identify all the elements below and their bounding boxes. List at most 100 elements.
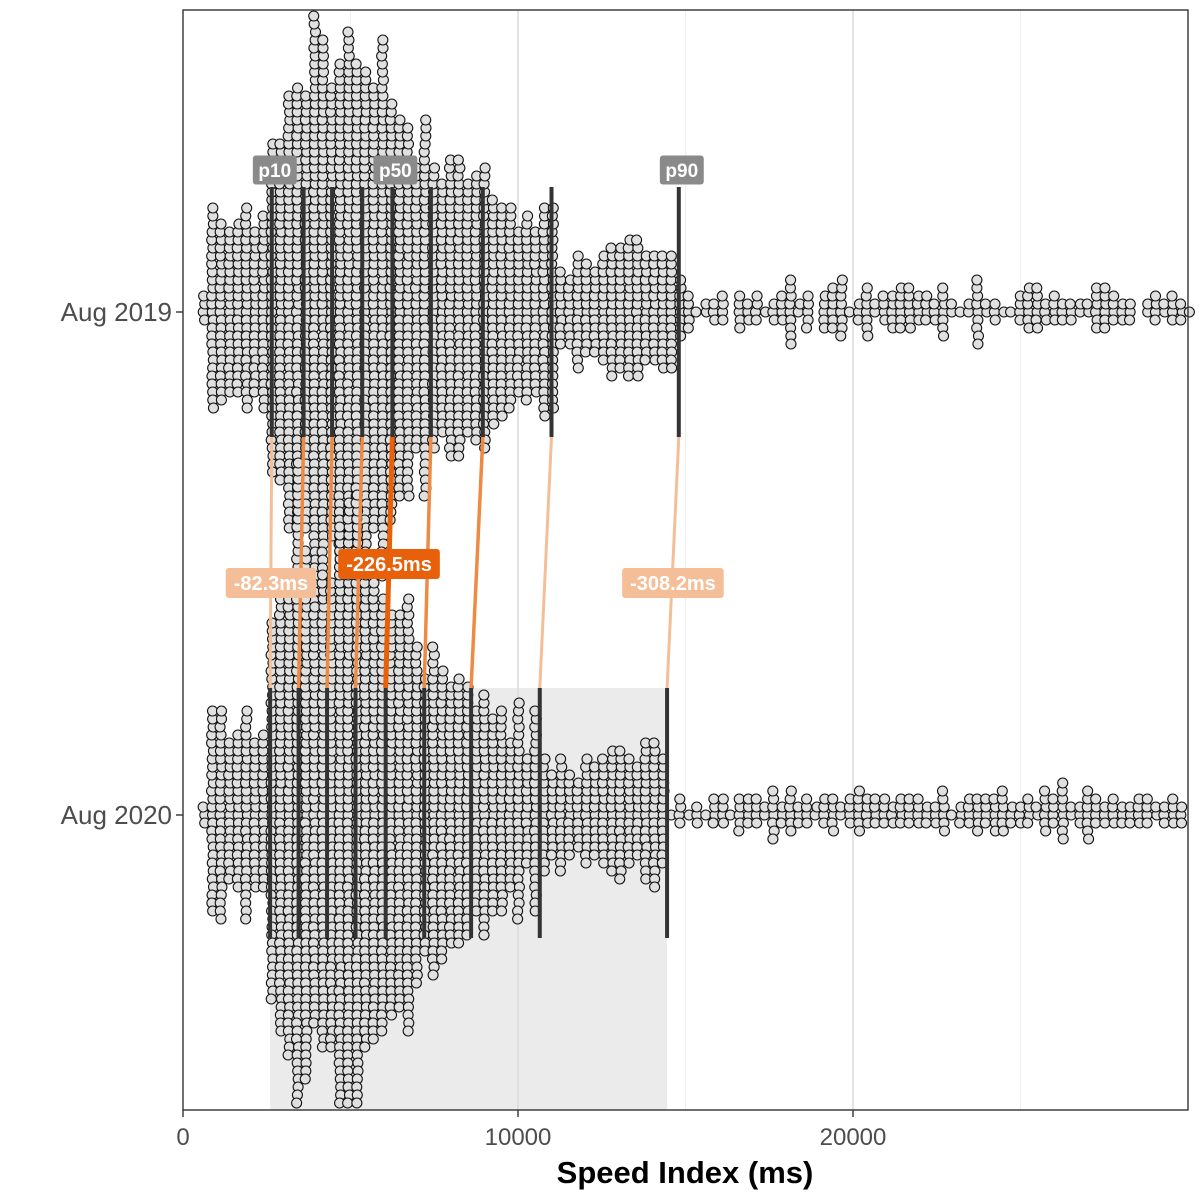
swarm-point — [359, 1041, 371, 1053]
decile-connector-p20 — [296, 436, 306, 689]
swarm-point — [827, 825, 840, 837]
swarm-point — [989, 314, 1001, 326]
swarm-point — [342, 1097, 354, 1109]
swarm-point — [920, 314, 932, 326]
swarm-point — [733, 793, 745, 805]
swarm-point — [1158, 298, 1170, 310]
swarm-point — [1065, 314, 1077, 326]
swarm-point — [495, 905, 508, 917]
beeswarm-points — [197, 10, 1195, 1109]
swarm-point — [411, 641, 423, 653]
swarm-point — [904, 322, 916, 334]
swarm-point — [631, 234, 643, 246]
swarm-point — [708, 298, 720, 310]
swarm-point — [827, 793, 839, 805]
swarm-point — [597, 753, 609, 765]
swarm-point — [215, 394, 227, 406]
swarm-point — [420, 114, 432, 126]
swarm-point — [546, 849, 558, 861]
swarm-point — [563, 769, 576, 781]
swarm-aug-2020 — [197, 457, 1188, 1109]
swarm-point — [1141, 793, 1153, 805]
swarm-point — [1005, 306, 1017, 318]
swarm-point — [334, 58, 346, 70]
swarm-point — [1048, 290, 1060, 302]
swarm-point — [385, 1009, 398, 1021]
swarm-point — [751, 290, 763, 302]
swarm-point — [410, 977, 422, 989]
swarm-point — [504, 881, 516, 893]
swarm-point — [843, 306, 855, 318]
swarm-point — [554, 865, 566, 877]
decile-label-p10-text: p10 — [258, 161, 291, 182]
swarm-point — [623, 857, 635, 869]
swarm-point — [265, 993, 277, 1005]
decile-connector-p10 — [268, 436, 274, 689]
difference-label: -226.5ms — [338, 549, 440, 579]
swarm-point — [979, 298, 992, 310]
swarm-point — [207, 402, 219, 414]
swarm-point — [350, 58, 362, 70]
swarm-point — [207, 202, 219, 214]
swarm-point — [708, 793, 720, 805]
swarm-point — [936, 785, 949, 797]
swarm-point — [539, 410, 551, 422]
swarm-point — [691, 801, 703, 813]
swarm-point — [555, 753, 567, 765]
swarm-point — [513, 697, 525, 709]
swarm-point — [1081, 298, 1093, 310]
swarm-point — [879, 793, 891, 805]
axes: 0 10000 20000 Aug 2019 Aug 2020 — [61, 9, 1189, 1151]
swarm-point — [717, 314, 729, 326]
swarm-point — [436, 953, 448, 965]
difference-label-box — [338, 549, 440, 579]
difference-label-box — [225, 568, 317, 598]
swarm-point — [1176, 801, 1188, 813]
y-tick-label: Aug 2020 — [61, 800, 172, 830]
swarm-point — [903, 817, 915, 829]
swarm-point — [785, 785, 797, 797]
swarm-point — [972, 338, 984, 350]
difference-label-text: -82.3ms — [234, 573, 309, 595]
swarm-point — [308, 10, 320, 22]
swarm-point — [700, 809, 712, 821]
swarm-point — [598, 857, 610, 869]
swarm-point — [1166, 290, 1178, 302]
swarm-point — [989, 298, 1001, 310]
swarm-point — [479, 162, 491, 174]
swarm-point — [802, 290, 814, 302]
decile-label-p50: p50 — [373, 155, 418, 185]
swarm-point — [1057, 777, 1069, 789]
swarm-point — [393, 1001, 405, 1013]
swarm-point — [316, 569, 329, 581]
swarm-point — [801, 817, 813, 829]
swarm-point — [862, 330, 874, 342]
swarm-point — [360, 66, 372, 78]
swarm-point — [853, 785, 865, 797]
swarm-point — [437, 665, 449, 677]
swarm-point — [522, 210, 534, 222]
x-tick-label: 20000 — [820, 1124, 887, 1151]
swarm-point — [292, 82, 304, 94]
decile-label-p50-text: p50 — [379, 161, 412, 182]
swarm-point — [954, 817, 966, 829]
swarm-point — [776, 290, 788, 302]
swarm-point — [470, 434, 482, 446]
swarm-point — [785, 338, 797, 350]
swarm-point — [478, 929, 490, 941]
swarm-point — [1047, 817, 1059, 829]
decile-connector-p30 — [325, 436, 334, 689]
swarm-point — [241, 202, 253, 214]
swarm-point — [972, 825, 984, 837]
decile-label-p90: p90 — [659, 155, 704, 185]
swarm-point — [1175, 817, 1188, 829]
swarm-point — [734, 290, 746, 302]
swarm-point — [427, 969, 439, 981]
decile-label-p50-box — [373, 155, 418, 185]
swarm-point — [334, 521, 346, 533]
swarm-point — [554, 266, 566, 278]
swarm-point — [1057, 833, 1069, 845]
swarm-point — [963, 817, 975, 829]
swarm-point — [785, 274, 797, 286]
